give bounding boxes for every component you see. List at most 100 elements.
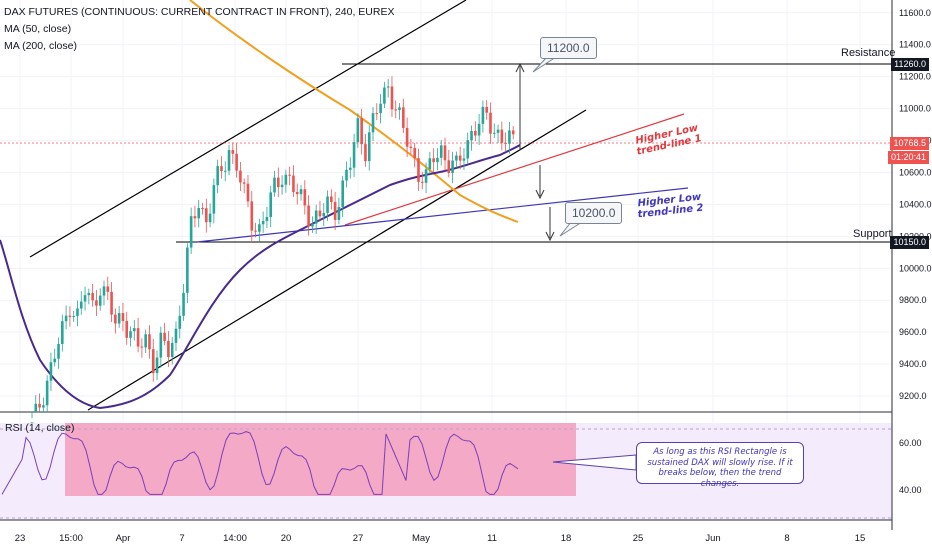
candle-body <box>345 169 348 181</box>
support-label: Support <box>853 228 892 240</box>
candle-body <box>311 223 314 227</box>
projection-up-head <box>515 62 525 73</box>
rsi-line <box>1 431 519 495</box>
candle-body <box>95 300 98 306</box>
candle-body <box>375 113 379 115</box>
candle-body <box>288 174 291 176</box>
time-tick-label: 15:00 <box>59 533 83 544</box>
target-down-callout: 10200.0 <box>565 202 623 224</box>
candle-body <box>121 313 125 321</box>
candle-body <box>155 357 159 374</box>
ma50-line <box>0 144 521 410</box>
candle-body <box>186 247 189 293</box>
candle-body <box>38 403 41 408</box>
candle-body <box>295 191 299 195</box>
candle-body <box>466 140 470 159</box>
candle-body <box>299 189 303 195</box>
time-tick-label: 7 <box>179 533 184 544</box>
candle-body <box>481 106 485 124</box>
candle-body <box>64 315 68 322</box>
candle-body <box>367 132 371 162</box>
chart-title: DAX FUTURES (CONTINUOUS: CURRENT CONTRAC… <box>4 6 395 18</box>
price-tick-label: 11600.0 <box>899 8 931 18</box>
candle-body <box>136 328 140 347</box>
time-tick-label: 18 <box>561 533 572 544</box>
time-tick-label: Jun <box>705 533 720 544</box>
candle-body <box>379 103 382 114</box>
candle-body <box>212 185 216 214</box>
candle-body <box>235 153 238 171</box>
candle-body <box>140 346 144 348</box>
price-tick-label: 9800.0 <box>899 295 927 305</box>
candle-body <box>458 155 462 161</box>
candle-body <box>508 130 511 144</box>
candle-body <box>220 166 223 172</box>
candle-body <box>439 145 443 158</box>
candle-body <box>151 349 155 374</box>
candle-body <box>223 170 227 172</box>
candle-body <box>284 174 288 185</box>
time-tick-label: 8 <box>784 533 789 544</box>
price-tick-label: 10000.0 <box>899 263 932 273</box>
candle-body <box>216 166 219 186</box>
time-tick-label: 15 <box>855 533 866 544</box>
candle-body <box>455 155 458 161</box>
candle-body <box>489 112 492 134</box>
candle-body <box>394 109 398 111</box>
ma200-line <box>189 0 519 223</box>
candle-body <box>402 107 405 128</box>
channel-lower-line <box>87 109 587 411</box>
candle-body <box>477 123 481 136</box>
ma200-legend[interactable]: MA (200, close) <box>4 40 77 52</box>
time-tick-label: 20 <box>281 533 292 544</box>
price-tick-label: 11400.0 <box>899 40 931 50</box>
target-up-callout: 11200.0 <box>540 37 597 59</box>
candle-body <box>432 158 435 163</box>
candle-body <box>182 292 185 316</box>
candle-body <box>258 224 261 232</box>
rsi-legend[interactable]: RSI (14, close) <box>5 422 75 434</box>
candle-body <box>250 201 254 231</box>
candle-body <box>102 286 106 296</box>
candle-body <box>326 196 329 213</box>
candle-body <box>337 206 341 220</box>
candle-body <box>492 132 496 134</box>
candle-body <box>462 158 466 161</box>
candle-body <box>197 207 201 219</box>
candle-body <box>314 210 318 224</box>
time-axis: 23 15:00 Apr 7 14:00 20 27 May 11 18 25 Jun 8 15 <box>15 533 866 544</box>
callout-down-pointer <box>559 221 584 237</box>
candle-body <box>269 192 273 217</box>
candle-body <box>322 212 326 217</box>
price-tick-label: 9200.0 <box>899 391 927 401</box>
candle-body <box>360 118 363 145</box>
candle-body <box>451 160 454 174</box>
candle-body <box>348 167 352 170</box>
time-tick-label: 11 <box>487 533 497 544</box>
trend-line-1 <box>344 113 685 226</box>
candle-body <box>364 144 367 162</box>
candle-body <box>424 169 428 183</box>
candle-body <box>428 158 432 170</box>
candle-body <box>383 87 386 104</box>
candle-body <box>53 358 57 363</box>
candle-body <box>91 292 94 301</box>
candle-body <box>208 213 212 223</box>
ma50-legend[interactable]: MA (50, close) <box>4 23 72 35</box>
candle-body <box>318 210 322 217</box>
candle-body <box>417 158 420 182</box>
candle-body <box>174 328 178 343</box>
candle-body <box>98 295 102 306</box>
candle-body <box>242 182 246 184</box>
price-tick-label: 11000.0 <box>899 104 931 114</box>
candle-body <box>61 321 64 344</box>
candle-body <box>436 157 439 163</box>
candle-body <box>246 183 250 202</box>
candle-body <box>42 405 45 408</box>
rsi-tick-label: 40.00 <box>899 485 922 495</box>
candle-body <box>117 313 121 324</box>
candle-body <box>398 107 401 110</box>
candle-body <box>159 332 163 358</box>
candle-body <box>341 180 345 207</box>
candle-body <box>405 127 409 147</box>
